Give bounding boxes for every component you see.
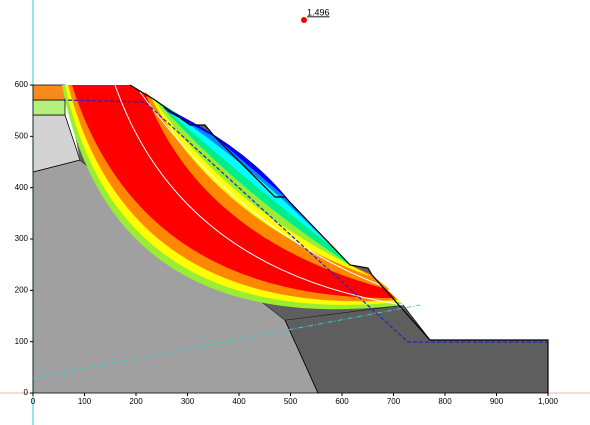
x-tick-label: 200 (129, 397, 143, 406)
y-tick-label: 300 (15, 234, 29, 243)
y-tick-label: 100 (15, 337, 29, 346)
x-tick-label: 100 (78, 397, 92, 406)
slip-center (301, 17, 307, 23)
x-tick-label: 600 (335, 397, 349, 406)
slip-fan (62, 84, 404, 310)
y-tick-label: 200 (15, 285, 29, 294)
water-table (61, 99, 548, 343)
y-tick-label: 0 (24, 388, 29, 397)
x-tick-label: 900 (490, 397, 504, 406)
x-tick-label: 400 (232, 397, 246, 406)
x-tick-label: 1,000 (538, 397, 559, 406)
x-tick-label: 700 (387, 397, 401, 406)
y-tick-label: 600 (15, 80, 29, 89)
soil-base (284, 304, 549, 394)
soil-layer-2 (32, 99, 66, 116)
y-tick-label: 500 (15, 131, 29, 140)
y-tick-label: 400 (15, 183, 29, 192)
x-tick-label: 0 (31, 397, 36, 406)
x-tick-label: 300 (181, 397, 195, 406)
x-tick-label: 800 (438, 397, 452, 406)
soil-layer-1 (32, 84, 66, 101)
x-tick-label: 500 (284, 397, 298, 406)
axis-ticks: 0 100 200 300 400 500 600 700 800 900 1,000 0 100 200… (15, 80, 559, 406)
ground-surface (129, 84, 549, 393)
safety-factor: 1.496 (307, 7, 330, 17)
